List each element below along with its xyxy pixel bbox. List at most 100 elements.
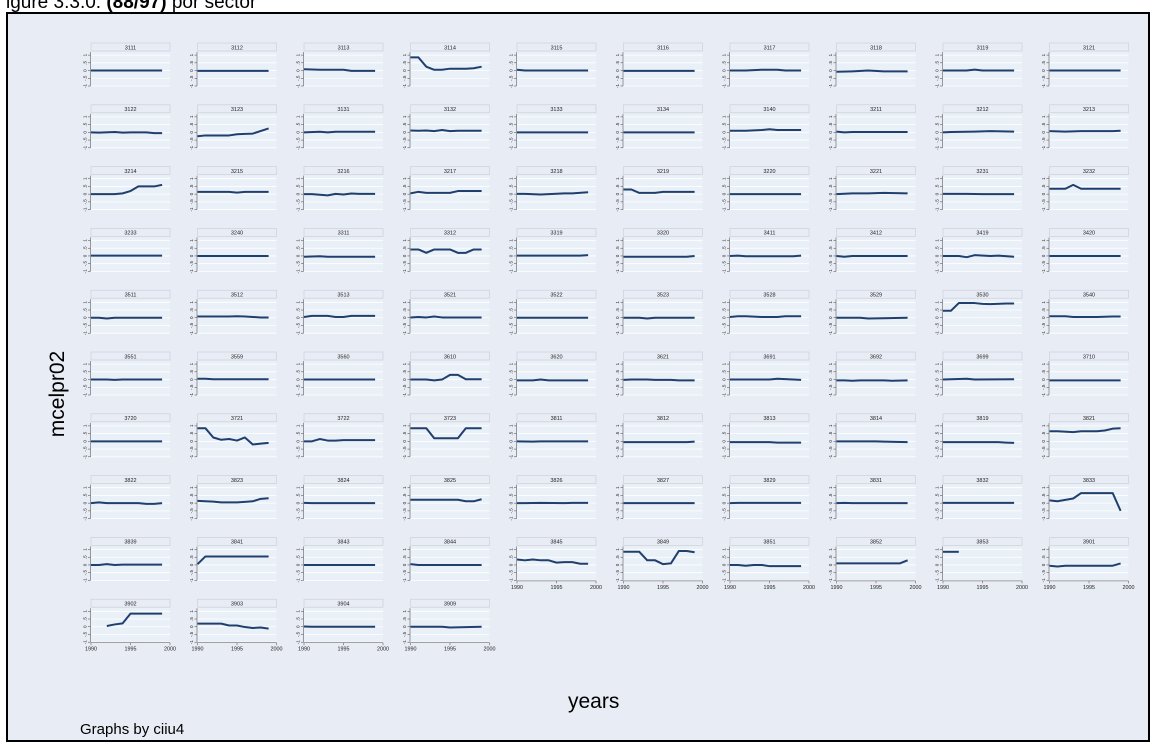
y-tick-label: 0 [1041, 192, 1046, 195]
y-tick-label: -1 [935, 269, 940, 274]
y-tick-label: -.5 [83, 631, 88, 637]
facet-strip-label: 3851 [763, 540, 775, 546]
y-tick-label: 1 [935, 301, 940, 304]
y-tick-label: 1 [722, 362, 727, 365]
y-tick-label: 0 [402, 501, 407, 504]
facet-plot-area [304, 484, 383, 519]
facet-strip [197, 42, 277, 52]
facet-plot-area [836, 361, 916, 395]
y-tick-label: -1 [828, 269, 833, 274]
y-tick-label: 1 [828, 115, 833, 118]
facet-plot-area [304, 175, 383, 210]
facet-strip-label: 3699 [976, 354, 988, 360]
x-tick-label: 2000 [271, 647, 283, 653]
y-tick-label: -.5 [509, 570, 514, 576]
y-tick-label: .5 [83, 555, 88, 559]
facet-strip [410, 598, 490, 608]
y-tick-label: .5 [189, 184, 194, 188]
facet-plot-area [623, 299, 703, 334]
facet-panel: 3214 -1 -.5 0 .5 1 [83, 166, 171, 212]
facet-plot-area [197, 52, 277, 86]
y-tick-label: 1 [189, 115, 194, 118]
facet-plot-area [91, 299, 170, 334]
y-tick-label: 1 [509, 301, 514, 304]
y-tick-label: .5 [296, 369, 301, 373]
y-tick-label: .5 [722, 369, 727, 373]
y-tick-label: -1 [935, 331, 940, 336]
y-tick-label: -1 [1041, 84, 1046, 89]
facet-strip [303, 166, 384, 175]
facet-strip-label: 3311 [338, 231, 350, 237]
facet-strip-label: 3119 [977, 45, 989, 51]
facet-strip-label: 3721 [231, 416, 243, 422]
facet-plot-area [1049, 361, 1129, 395]
facet-strip [942, 289, 1023, 299]
y-tick-label: -1 [296, 393, 301, 398]
y-tick-label: -.5 [296, 322, 301, 328]
y-tick-label: -.5 [935, 199, 940, 205]
facet-panel: 3691 -1 -.5 0 .5 1 [722, 351, 810, 398]
x-tick-label: 2000 [910, 585, 922, 591]
facet-strip-label: 3551 [124, 354, 136, 360]
y-tick-label: -.5 [402, 322, 407, 328]
facet-strip-label: 3831 [870, 478, 882, 484]
facet-plot-area [836, 299, 916, 334]
facet-strip-label: 3412 [870, 231, 882, 237]
facet-strip-label: 3134 [657, 107, 669, 113]
x-tick-label: 1990 [831, 585, 843, 591]
facet-strip [836, 166, 916, 175]
x-tick-label: 1995 [444, 647, 456, 653]
y-tick-label: 1 [828, 486, 833, 489]
facet-strip-label: 3419 [976, 231, 988, 237]
facet-strip [303, 351, 384, 361]
facet-strip [303, 104, 384, 114]
y-tick-label: .5 [402, 60, 407, 64]
x-tick-label: 1995 [231, 647, 243, 653]
facet-strip [1049, 104, 1129, 114]
facet-strip [942, 351, 1023, 361]
y-tick-label: -.5 [402, 446, 407, 452]
y-tick-label: .5 [828, 555, 833, 559]
facet-plot-area [91, 237, 170, 272]
y-tick-label: -1 [722, 393, 727, 398]
facet-strip [90, 42, 171, 52]
y-tick-label: 1 [296, 53, 301, 56]
y-tick-label: 1 [1041, 53, 1046, 56]
y-tick-label: 0 [83, 378, 88, 381]
series-line [623, 550, 695, 566]
facet-panel: 3528 -1 -.5 0 .5 1 [722, 289, 810, 335]
y-tick-label: 0 [615, 378, 620, 381]
facet-panel: 3523 -1 -.5 0 .5 1 [615, 289, 703, 335]
facet-plot-area [197, 361, 277, 395]
facet-strip [1049, 413, 1129, 423]
facet-plot-area [91, 361, 170, 395]
y-tick-label: 1 [509, 424, 514, 427]
facet-strip-label: 3833 [1083, 478, 1095, 484]
facet-panel: 3411 -1 -.5 0 .5 1 [722, 228, 810, 273]
y-tick-label: 0 [722, 378, 727, 381]
y-tick-label: .5 [189, 122, 194, 126]
facet-plot-area [1049, 175, 1129, 210]
facet-strip-label: 3221 [870, 169, 882, 175]
facet-panel: 3114 -1 -.5 0 .5 1 [402, 42, 490, 88]
y-tick-label: 0 [189, 131, 194, 134]
y-tick-label: -.5 [83, 508, 88, 514]
series-line [197, 622, 269, 630]
y-tick-label: 1 [189, 610, 194, 613]
y-tick-label: 1 [722, 424, 727, 427]
y-tick-label: -1 [296, 207, 301, 212]
facet-strip [197, 289, 277, 299]
facet-plot-area [943, 361, 1022, 395]
facet-strip-label: 3523 [657, 293, 669, 299]
y-tick-label: 1 [828, 424, 833, 427]
y-tick-label: 1 [722, 548, 727, 551]
facet-panel: 3112 -1 -.5 0 .5 1 [189, 42, 277, 88]
facet-panel: 3849 -1 -.5 0 .5 1 1990 1995 2000 [615, 537, 709, 591]
y-tick-label: 0 [83, 254, 88, 257]
y-tick-label: 0 [402, 378, 407, 381]
y-tick-label: -1 [615, 207, 620, 212]
series-line [304, 192, 376, 197]
y-tick-label: -.5 [828, 570, 833, 576]
y-tick-label: -.5 [83, 199, 88, 205]
facet-strip-label: 3620 [550, 354, 562, 360]
